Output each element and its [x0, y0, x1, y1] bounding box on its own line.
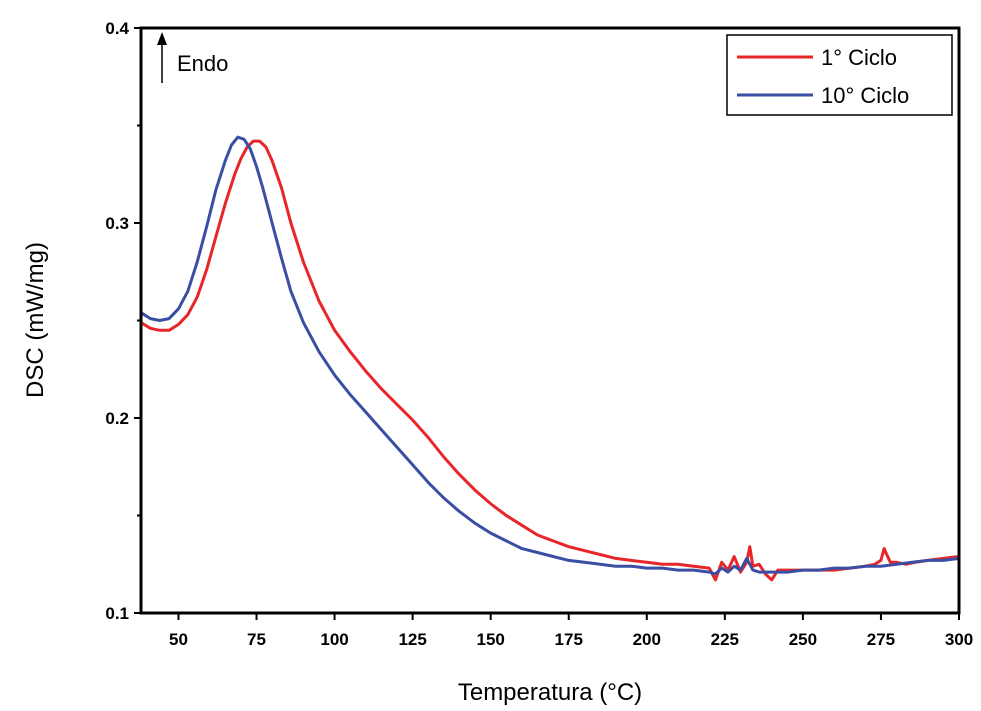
series-line-1 [140, 139, 960, 582]
y-axis-title: DSC (mW/mg) [22, 242, 49, 398]
x-tick-label: 300 [945, 630, 973, 649]
x-tick-label: 275 [867, 630, 895, 649]
x-tick-label: 175 [555, 630, 583, 649]
legend-label-10: 10° Ciclo [821, 83, 909, 108]
ticks-layer: 50 75 100 125 150 175 200 225 250 275 300 0.1 0.2 0.3… [105, 19, 973, 649]
endo-arrow-icon [157, 32, 167, 45]
x-tick-label: 50 [169, 630, 188, 649]
plot-frame [139, 26, 961, 615]
endo-label: Endo [177, 51, 228, 76]
series-line-2 [140, 135, 960, 576]
y-tick-label: 0.1 [105, 604, 129, 623]
legend: 1° Ciclo 10° Ciclo [726, 34, 953, 116]
x-axis-title: Temperatura (°C) [458, 679, 642, 706]
x-tick-label: 225 [711, 630, 739, 649]
legend-box [726, 34, 953, 116]
series-layer [140, 135, 960, 582]
x-tick-label: 250 [789, 630, 817, 649]
y-tick-label: 0.3 [105, 214, 129, 233]
x-tick-label: 100 [320, 630, 348, 649]
x-tick-label: 75 [247, 630, 266, 649]
x-tick-label: 200 [633, 630, 661, 649]
y-tick-label: 0.2 [105, 409, 129, 428]
endo-annotation: Endo [157, 32, 228, 83]
y-tick-label: 0.4 [105, 19, 129, 38]
x-tick-label: 150 [476, 630, 504, 649]
legend-label-1: 1° Ciclo [821, 45, 897, 70]
x-tick-label: 125 [398, 630, 426, 649]
